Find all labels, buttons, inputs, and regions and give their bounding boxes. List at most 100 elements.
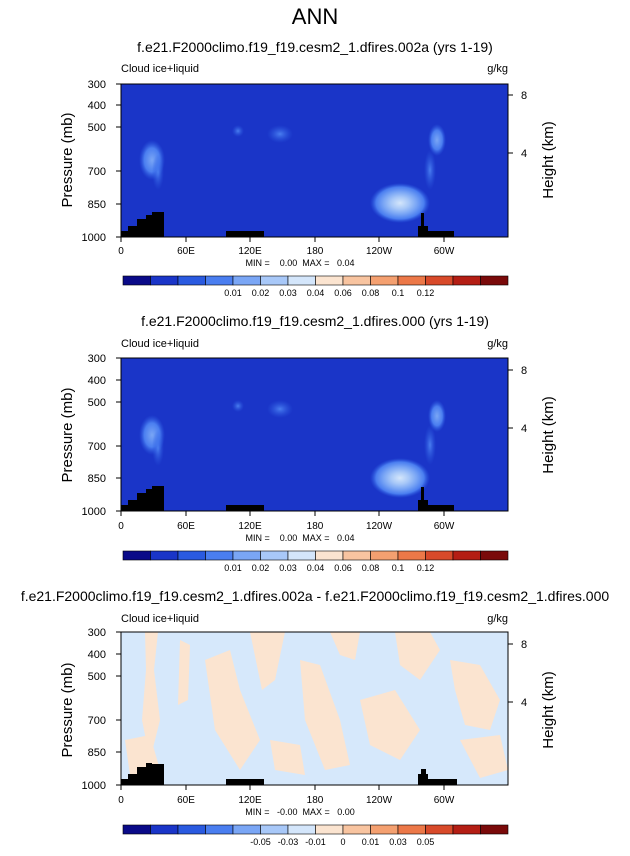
lon-tick-0: 0 — [118, 521, 124, 532]
pressure-tick-700: 700 — [88, 441, 106, 453]
lon-tick-120w: 120W — [366, 521, 393, 532]
lon-tick-0: 0 — [118, 246, 124, 257]
colorbar-swatch — [315, 275, 344, 286]
colorbar-swatch — [205, 550, 234, 561]
panel-2-units: g/kg — [487, 338, 508, 350]
colorbar-swatch — [370, 550, 399, 561]
pressure-tick-500: 500 — [88, 397, 106, 409]
colorbar-label: -0.01 — [305, 837, 326, 847]
colorbar-label: 0.04 — [307, 288, 325, 298]
colorbar-swatch — [315, 550, 344, 561]
pressure-tick-1000: 1000 — [82, 232, 106, 244]
height-tick-4: 4 — [521, 697, 527, 709]
panel-3-variable: Cloud ice+liquid — [121, 613, 199, 625]
panel-1-terrain — [121, 212, 454, 237]
pressure-tick-400: 400 — [88, 100, 106, 112]
colorbar-swatch — [150, 824, 179, 835]
colorbar-swatch — [452, 550, 481, 561]
colorbar-label: 0.05 — [417, 837, 435, 847]
panel-1-colorbar: 0.01 0.02 0.03 0.04 0.06 0.08 0.1 0.12 — [122, 275, 509, 298]
colorbar-swatch — [122, 824, 151, 835]
colorbar-label: 0.01 — [224, 288, 242, 298]
panel-2-colorbar: 0.01 0.02 0.03 0.04 0.06 0.08 0.1 0.12 — [122, 550, 509, 573]
colorbar-swatch — [315, 824, 344, 835]
lon-tick-120w: 120W — [366, 795, 393, 806]
colorbar-swatch — [232, 824, 261, 835]
pressure-tick-500: 500 — [88, 671, 106, 683]
colorbar-swatch — [342, 550, 371, 561]
colorbar-swatch — [177, 275, 206, 286]
colorbar-swatch — [260, 824, 289, 835]
colorbar-label: 0.1 — [392, 288, 405, 298]
colorbar-swatch — [397, 550, 426, 561]
colorbar-swatch — [480, 550, 509, 561]
pressure-tick-300: 300 — [88, 627, 106, 639]
panel-1-variable: Cloud ice+liquid — [121, 63, 199, 75]
colorbar-label: 0.08 — [362, 563, 380, 573]
lon-tick-60e: 60E — [177, 521, 195, 532]
colorbar-swatch — [287, 550, 316, 561]
panel-3-units: g/kg — [487, 613, 508, 625]
panel-1-ylabel-right: Height (km) — [540, 121, 557, 199]
lon-tick-60w: 60W — [434, 795, 455, 806]
panel-1-ylabel: Pressure (mb) — [59, 112, 76, 207]
colorbar-swatch — [260, 550, 289, 561]
pressure-tick-1000: 1000 — [82, 506, 106, 518]
lon-tick-60e: 60E — [177, 246, 195, 257]
colorbar-swatch — [232, 550, 261, 561]
lon-tick-120e: 120E — [238, 795, 262, 806]
colorbar-label: -0.05 — [250, 837, 271, 847]
colorbar-swatch — [150, 550, 179, 561]
height-tick-4: 4 — [521, 423, 527, 435]
lon-tick-180: 180 — [307, 246, 324, 257]
colorbar-swatch — [205, 824, 234, 835]
lon-tick-60e: 60E — [177, 795, 195, 806]
colorbar-swatch — [287, 275, 316, 286]
panel-3-colorbar: -0.05 -0.03 -0.01 0 0.01 0.03 0.05 — [122, 824, 509, 847]
panel-1: f.e21.F2000climo.f19_f19.cesm2_1.dfires.… — [59, 39, 557, 298]
lon-tick-120e: 120E — [238, 246, 262, 257]
colorbar-label: -0.03 — [278, 837, 299, 847]
lon-tick-60w: 60W — [434, 246, 455, 257]
panel-3-ylabel: Pressure (mb) — [59, 662, 76, 757]
panel-1-contours — [139, 124, 446, 223]
panel-2-title: f.e21.F2000climo.f19_f19.cesm2_1.dfires.… — [141, 313, 489, 329]
colorbar-label: 0.03 — [389, 837, 407, 847]
panel-3-terrain — [121, 763, 457, 785]
colorbar-swatch — [177, 550, 206, 561]
colorbar-label: 0.12 — [417, 288, 435, 298]
colorbar-swatch — [425, 275, 454, 286]
pressure-tick-850: 850 — [88, 747, 106, 759]
panel-2: f.e21.F2000climo.f19_f19.cesm2_1.dfires.… — [59, 313, 557, 573]
pressure-tick-400: 400 — [88, 375, 106, 387]
pressure-tick-300: 300 — [88, 79, 106, 91]
height-tick-8: 8 — [521, 365, 527, 377]
lon-tick-60w: 60W — [434, 521, 455, 532]
panel-2-contours — [139, 400, 446, 498]
lon-tick-0: 0 — [118, 795, 124, 806]
pressure-tick-300: 300 — [88, 353, 106, 365]
colorbar-label: 0.01 — [362, 837, 380, 847]
colorbar-label: 0.03 — [279, 563, 297, 573]
colorbar-swatch — [425, 824, 454, 835]
colorbar-label: 0.06 — [334, 288, 352, 298]
colorbar-swatch — [370, 824, 399, 835]
panel-1-stats: MIN = 0.00 MAX = 0.04 — [245, 258, 354, 268]
colorbar-label: 0.03 — [279, 288, 297, 298]
colorbar-swatch — [370, 275, 399, 286]
pressure-tick-700: 700 — [88, 715, 106, 727]
panel-3: f.e21.F2000climo.f19_f19.cesm2_1.dfires.… — [21, 588, 610, 847]
height-tick-8: 8 — [521, 639, 527, 651]
colorbar-swatch — [122, 275, 151, 286]
lon-tick-120e: 120E — [238, 521, 262, 532]
colorbar-label: 0.1 — [392, 563, 405, 573]
colorbar-swatch — [425, 550, 454, 561]
panel-2-terrain — [121, 486, 454, 511]
panel-1-title: f.e21.F2000climo.f19_f19.cesm2_1.dfires.… — [137, 39, 493, 55]
colorbar-swatch — [150, 275, 179, 286]
colorbar-swatch — [232, 275, 261, 286]
panel-2-variable: Cloud ice+liquid — [121, 338, 199, 350]
panel-1-field — [121, 84, 508, 237]
colorbar-swatch — [205, 275, 234, 286]
panel-2-ylabel: Pressure (mb) — [59, 387, 76, 482]
